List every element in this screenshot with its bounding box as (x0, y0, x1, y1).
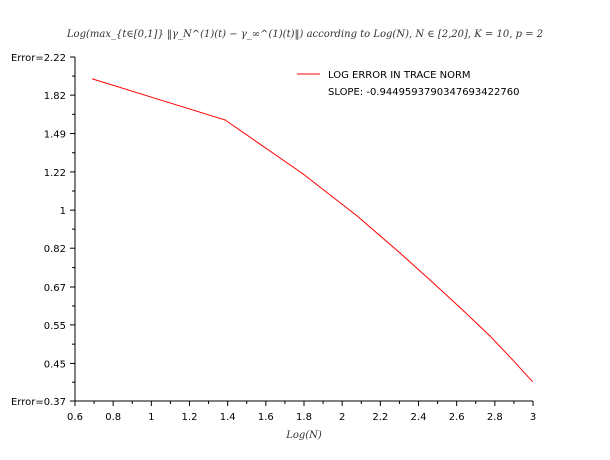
data-point (463, 310, 465, 313)
data-point (399, 252, 401, 254)
y-tick-label: 0.82 (44, 244, 66, 255)
y-tick-label: 1.82 (44, 91, 66, 102)
legend-label: LOG ERROR IN TRACE NORM (328, 70, 471, 81)
y-tick-label: Error=0.37 (11, 397, 66, 408)
data-point (489, 335, 491, 337)
x-tick-label: 0.6 (67, 412, 83, 423)
data-point (511, 358, 513, 360)
y-tick-label: 1 (60, 206, 66, 217)
x-tick-label: 2.8 (487, 412, 503, 423)
slope-annotation: SLOPE: -0.94495937903476934227​60 (328, 87, 519, 98)
x-tick-label: 1.4 (220, 412, 236, 423)
data-point (434, 283, 436, 285)
chart-title: Log(max_{t∈[0,1]} ‖γ_N^(1)(t) − γ_∞^(1)(… (66, 29, 543, 40)
x-tick-label: 1 (148, 412, 154, 423)
x-tick-label: 2 (339, 412, 345, 423)
x-tick-label: 2.2 (372, 412, 388, 423)
legend: LOG ERROR IN TRACE NORM SLOPE: -0.944959… (297, 70, 519, 98)
x-axis-ticks: 0.6 0.8 1 1.2 1.4 1.6 1.8 2 2.2 2.4 2.6 2.8 3 (67, 401, 536, 423)
data-point (224, 119, 226, 121)
data-point (356, 215, 358, 217)
y-tick-label: 1.49 (44, 130, 66, 141)
y-tick-label: 0.55 (44, 321, 66, 332)
y-tick-label: 0.67 (44, 283, 66, 294)
x-tick-label: 1.2 (182, 412, 198, 423)
data-point (531, 380, 533, 382)
data-point (92, 78, 94, 80)
x-axis-label: Log(N) (285, 430, 322, 441)
x-tick-label: 1.6 (258, 412, 274, 423)
x-tick-label: 3 (530, 412, 536, 423)
x-tick-label: 2.6 (449, 412, 465, 423)
y-tick-label: 1.22 (44, 168, 66, 179)
series-group (92, 78, 533, 382)
x-tick-label: 1.8 (296, 412, 312, 423)
x-tick-label: 2.4 (411, 412, 427, 423)
y-tick-label: 0.45 (44, 359, 66, 370)
y-axis-ticks: Error=0.37 0.45 0.55 0.67 0.82 1 1.22 1.49 1.82 E… (11, 53, 75, 408)
x-tick-label: 0.8 (105, 412, 121, 423)
data-point (301, 172, 304, 175)
y-tick-label: Error=2.22 (11, 53, 66, 64)
series-line (92, 78, 533, 382)
